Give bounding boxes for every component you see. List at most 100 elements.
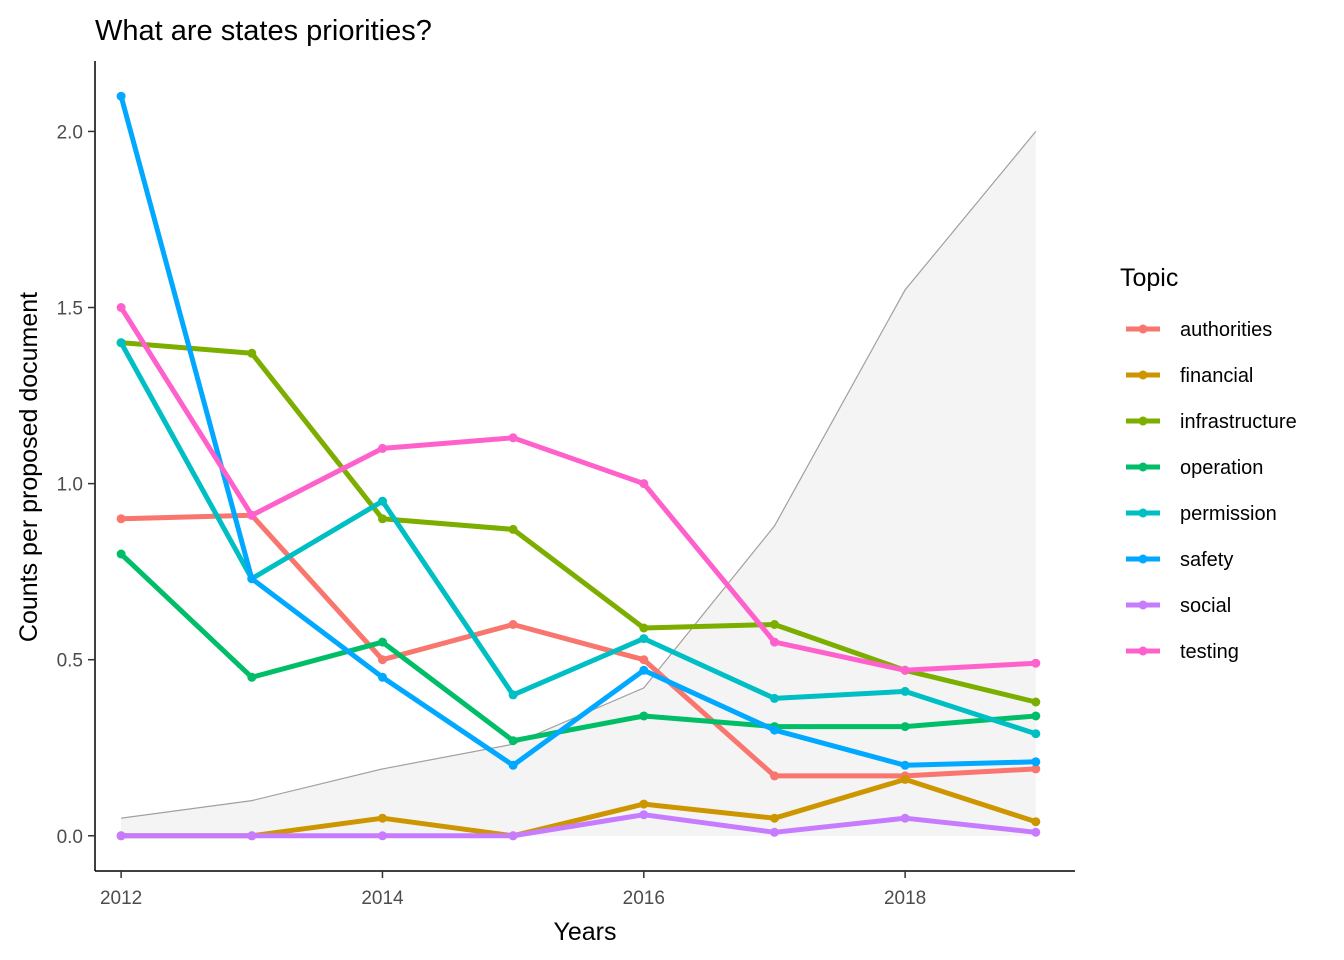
series-line-social xyxy=(121,812,1037,839)
data-point-permission-2019 xyxy=(1031,729,1041,739)
data-point-permission-2015 xyxy=(508,690,518,700)
series-operation xyxy=(116,549,1041,746)
series-line-operation xyxy=(119,552,1037,744)
data-point-social-2012 xyxy=(116,831,126,841)
series-line-permission xyxy=(118,341,1037,737)
data-point-safety-2014 xyxy=(378,672,387,682)
legend: Topic authorities financial infrastructure… xyxy=(1120,264,1297,663)
x-axis-title: Years xyxy=(553,918,616,946)
data-point-authorities-2017 xyxy=(770,771,779,781)
legend-label: permission xyxy=(1180,503,1277,525)
legend-item-financial: financial xyxy=(1126,365,1253,387)
y-axis-title: Counts per proposed document xyxy=(15,292,43,642)
chart-title: What are states priorities? xyxy=(95,15,432,47)
background-area xyxy=(121,131,1036,836)
series-layer xyxy=(116,91,1041,841)
legend-key-point xyxy=(1138,508,1148,518)
data-point-permission-2014 xyxy=(378,496,387,506)
data-point-financial-2016 xyxy=(639,799,649,809)
x-tick-label: 2012 xyxy=(100,888,142,909)
data-point-social-2013 xyxy=(247,831,257,841)
data-point-infrastructure-2019 xyxy=(1031,697,1041,707)
legend-item-operation: operation xyxy=(1126,457,1263,479)
legend-item-permission: permission xyxy=(1126,503,1277,525)
y-tick-label: 0.5 xyxy=(57,651,83,672)
data-point-testing-2016 xyxy=(639,479,649,489)
data-point-authorities-2012 xyxy=(116,514,126,524)
data-point-infrastructure-2013 xyxy=(247,348,257,358)
data-point-financial-2017 xyxy=(770,813,779,823)
x-tick-label: 2014 xyxy=(361,888,404,909)
data-point-financial-2018 xyxy=(900,774,910,784)
data-point-testing-2012 xyxy=(116,303,126,312)
data-point-safety-2013 xyxy=(247,574,257,584)
data-point-operation-2014 xyxy=(378,637,387,647)
axes-layer xyxy=(94,61,1075,872)
y-tick-label: 1.5 xyxy=(57,299,83,320)
data-point-operation-2012 xyxy=(116,549,126,559)
legend-title: Topic xyxy=(1120,264,1178,292)
series-line-infrastructure xyxy=(120,340,1037,705)
legend-label: safety xyxy=(1180,549,1233,571)
data-point-permission-2012 xyxy=(116,338,126,348)
data-point-infrastructure-2015 xyxy=(508,524,518,534)
y-tick-label: 0.0 xyxy=(57,827,83,848)
data-point-operation-2015 xyxy=(508,736,518,746)
legend-item-safety: safety xyxy=(1126,549,1233,571)
legend-label: infrastructure xyxy=(1180,411,1297,433)
data-point-operation-2018 xyxy=(900,722,910,732)
data-point-infrastructure-2014 xyxy=(378,514,387,524)
data-point-financial-2014 xyxy=(378,813,387,823)
data-point-testing-2017 xyxy=(770,637,779,647)
data-point-permission-2016 xyxy=(639,634,649,644)
legend-key-point xyxy=(1138,416,1148,426)
data-point-authorities-2016 xyxy=(639,655,649,665)
series-permission xyxy=(116,338,1041,739)
legend-label: financial xyxy=(1180,365,1253,387)
data-point-infrastructure-2016 xyxy=(639,623,649,633)
data-point-safety-2019 xyxy=(1031,757,1041,767)
legend-item-authorities: authorities xyxy=(1126,319,1272,341)
legend-key-point xyxy=(1138,600,1148,610)
legend-key-point xyxy=(1138,324,1148,334)
series-social xyxy=(116,810,1041,841)
data-point-social-2018 xyxy=(900,813,910,823)
series-line-testing xyxy=(118,306,1036,673)
legend-key-point xyxy=(1138,462,1148,472)
legend-items: authorities financial infrastructure operat… xyxy=(1126,319,1297,663)
legend-key-point xyxy=(1138,646,1148,656)
data-point-testing-2013 xyxy=(247,510,257,520)
data-point-social-2016 xyxy=(639,810,649,820)
data-point-operation-2019 xyxy=(1031,711,1041,721)
data-point-permission-2018 xyxy=(900,686,910,696)
x-ticks: 2012 2014 2016 2018 xyxy=(100,871,926,909)
legend-item-social: social xyxy=(1126,595,1231,617)
x-tick-label: 2018 xyxy=(884,888,926,909)
data-point-financial-2019 xyxy=(1031,817,1041,827)
data-point-safety-2015 xyxy=(508,760,518,770)
data-point-operation-2016 xyxy=(639,711,649,721)
data-point-testing-2015 xyxy=(508,433,518,443)
y-ticks: 0.0 0.5 1.0 1.5 2.0 xyxy=(57,122,95,848)
data-point-safety-2012 xyxy=(116,91,126,101)
data-point-social-2014 xyxy=(378,831,387,841)
legend-label: authorities xyxy=(1180,319,1272,341)
y-tick-label: 2.0 xyxy=(57,122,83,143)
legend-label: operation xyxy=(1180,457,1263,479)
data-point-testing-2018 xyxy=(900,665,910,675)
legend-label: testing xyxy=(1180,641,1239,663)
data-point-safety-2016 xyxy=(639,665,649,675)
data-point-infrastructure-2017 xyxy=(770,620,779,629)
y-tick-label: 1.0 xyxy=(57,475,83,496)
data-point-testing-2019 xyxy=(1031,658,1041,668)
series-line-financial xyxy=(121,776,1037,839)
data-point-authorities-2015 xyxy=(508,620,518,629)
data-point-operation-2013 xyxy=(247,672,257,682)
series-testing xyxy=(116,303,1041,675)
data-point-social-2017 xyxy=(770,827,779,837)
data-point-permission-2017 xyxy=(770,693,779,703)
data-point-authorities-2014 xyxy=(378,655,387,665)
data-point-social-2019 xyxy=(1031,827,1041,837)
legend-key-point xyxy=(1138,554,1148,564)
